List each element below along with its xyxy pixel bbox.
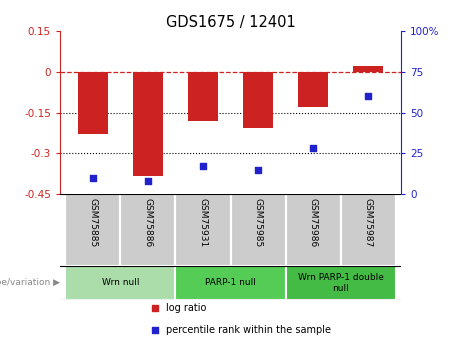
Point [309,146,317,151]
Bar [133,72,163,177]
Text: Wrn PARP-1 double
null: Wrn PARP-1 double null [298,273,384,293]
Text: genotype/variation ▶: genotype/variation ▶ [0,278,60,287]
Bar [243,72,273,128]
Text: GSM75885: GSM75885 [89,198,97,247]
Bar [188,72,218,121]
Point [254,167,262,172]
Bar [65,266,176,300]
Bar [65,194,120,266]
Point [152,327,159,333]
Text: percentile rank within the sample: percentile rank within the sample [165,325,331,335]
Text: PARP-1 null: PARP-1 null [205,278,256,287]
Text: GSM75987: GSM75987 [364,198,372,247]
Title: GDS1675 / 12401: GDS1675 / 12401 [165,15,296,30]
Point [152,305,159,311]
Point [89,175,97,181]
Bar [176,194,230,266]
Bar [285,266,396,300]
Text: GSM75931: GSM75931 [199,198,207,247]
Point [364,93,372,99]
Bar [78,72,108,134]
Bar [341,194,396,266]
Text: GSM75886: GSM75886 [143,198,153,247]
Bar [230,194,285,266]
Text: GSM75985: GSM75985 [254,198,262,247]
Bar [285,194,341,266]
Text: log ratio: log ratio [165,303,206,313]
Bar [120,194,176,266]
Bar [176,266,285,300]
Point [144,178,152,184]
Text: Wrn null: Wrn null [102,278,139,287]
Point [199,164,207,169]
Text: GSM75986: GSM75986 [308,198,318,247]
Bar [298,72,328,107]
Bar [353,66,383,72]
